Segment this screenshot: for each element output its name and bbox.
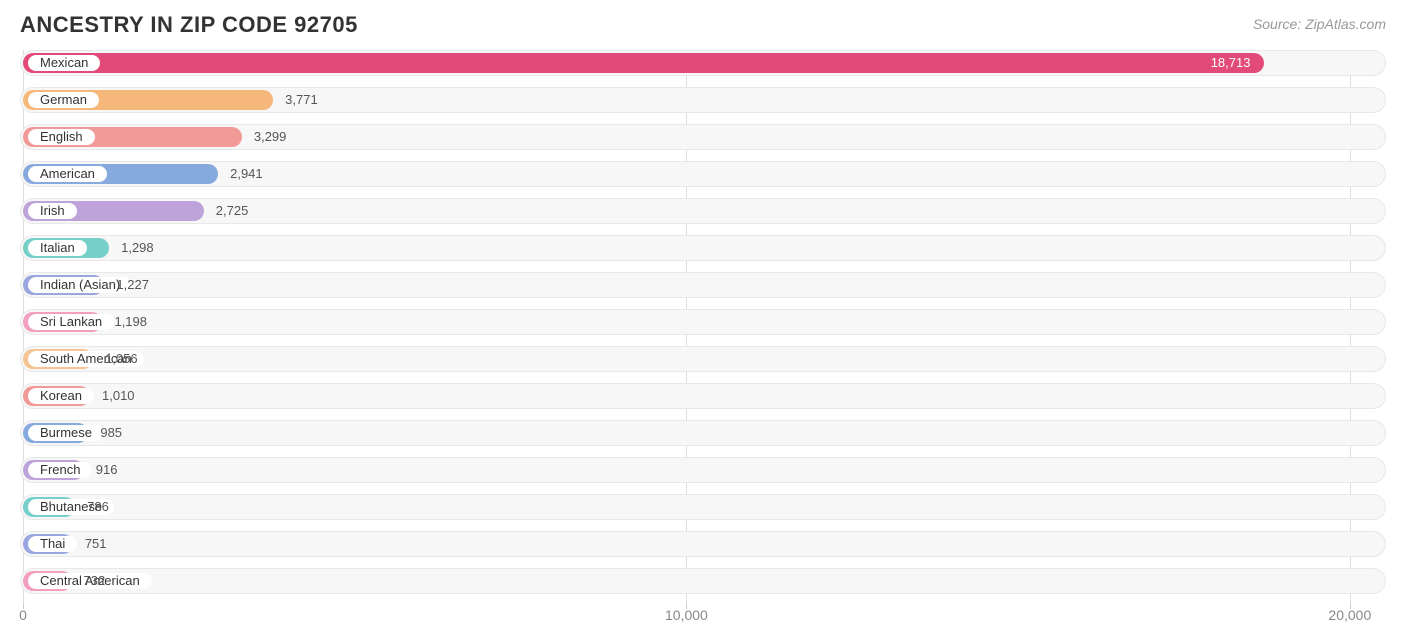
bar-label: Irish — [28, 203, 77, 219]
axis-tick-label: 20,000 — [1328, 607, 1371, 623]
bar-track — [20, 531, 1386, 557]
bar-value: 786 — [87, 499, 109, 515]
bar-value: 18,713 — [1211, 55, 1251, 71]
bar-row: Thai 751 — [20, 531, 1386, 561]
bar-row: Burmese985 — [20, 420, 1386, 450]
bar-track — [20, 568, 1386, 594]
bar-track — [20, 272, 1386, 298]
chart-inner: Mexican 18,713 German 3,771 English 3,299 Amer… — [20, 50, 1386, 605]
bar-track — [20, 235, 1386, 261]
bar-value: 751 — [85, 536, 107, 552]
bar-value: 1,010 — [102, 388, 135, 404]
bar-value: 985 — [100, 425, 122, 441]
bar-track — [20, 161, 1386, 187]
bar-row: Irish 2,725 — [20, 198, 1386, 228]
bar-value: 916 — [96, 462, 118, 478]
bar-value: 2,725 — [216, 203, 249, 219]
axis-tick-label: 0 — [19, 607, 27, 623]
bar-value: 732 — [84, 573, 106, 589]
bar-track — [20, 494, 1386, 520]
x-axis: 0 10,000 20,000 — [20, 607, 1386, 635]
bar-value: 2,941 — [230, 166, 263, 182]
bar-value: 1,056 — [105, 351, 138, 367]
bar-track — [20, 420, 1386, 446]
bar-value: 1,298 — [121, 240, 154, 256]
bar-track — [20, 383, 1386, 409]
bar-fill — [23, 53, 1264, 73]
bar-track — [20, 346, 1386, 372]
bar-row: South American1,056 — [20, 346, 1386, 376]
bar-value: 1,198 — [114, 314, 147, 330]
axis-tick-mark — [23, 603, 24, 609]
bar-label: Sri Lankan — [28, 314, 114, 330]
bar-label: American — [28, 166, 107, 182]
bar-label: English — [28, 129, 95, 145]
chart-area: Mexican 18,713 German 3,771 English 3,299 Amer… — [0, 46, 1406, 635]
axis-tick-label: 10,000 — [665, 607, 708, 623]
chart-source: Source: ZipAtlas.com — [1253, 12, 1386, 32]
bar-value: 3,771 — [285, 92, 318, 108]
bar-row: Sri Lankan1,198 — [20, 309, 1386, 339]
bar-label: Thai — [28, 536, 77, 552]
bar-label: Korean — [28, 388, 94, 404]
bar-row: American 2,941 — [20, 161, 1386, 191]
bar-row: English 3,299 — [20, 124, 1386, 154]
chart-header: ANCESTRY IN ZIP CODE 92705 Source: ZipAt… — [0, 0, 1406, 46]
bar-label: Burmese — [28, 425, 104, 441]
bar-track — [20, 309, 1386, 335]
axis-tick-mark — [1350, 603, 1351, 609]
axis-tick-mark — [686, 603, 687, 609]
bar-label: Italian — [28, 240, 87, 256]
bar-row: Korean 1,010 — [20, 383, 1386, 413]
chart-title: ANCESTRY IN ZIP CODE 92705 — [20, 12, 358, 38]
bar-row: German 3,771 — [20, 87, 1386, 117]
bar-label: Mexican — [28, 55, 100, 71]
bar-value: 3,299 — [254, 129, 287, 145]
bar-row: Italian 1,298 — [20, 235, 1386, 265]
bar-row: Bhutanese786 — [20, 494, 1386, 524]
bar-label: French — [28, 462, 92, 478]
bar-track — [20, 457, 1386, 483]
bar-row: Indian (Asian)1,227 — [20, 272, 1386, 302]
bar-row: Central American732 — [20, 568, 1386, 598]
bar-row: Mexican 18,713 — [20, 50, 1386, 80]
bar-row: French916 — [20, 457, 1386, 487]
bar-label: German — [28, 92, 99, 108]
bar-value: 1,227 — [116, 277, 149, 293]
